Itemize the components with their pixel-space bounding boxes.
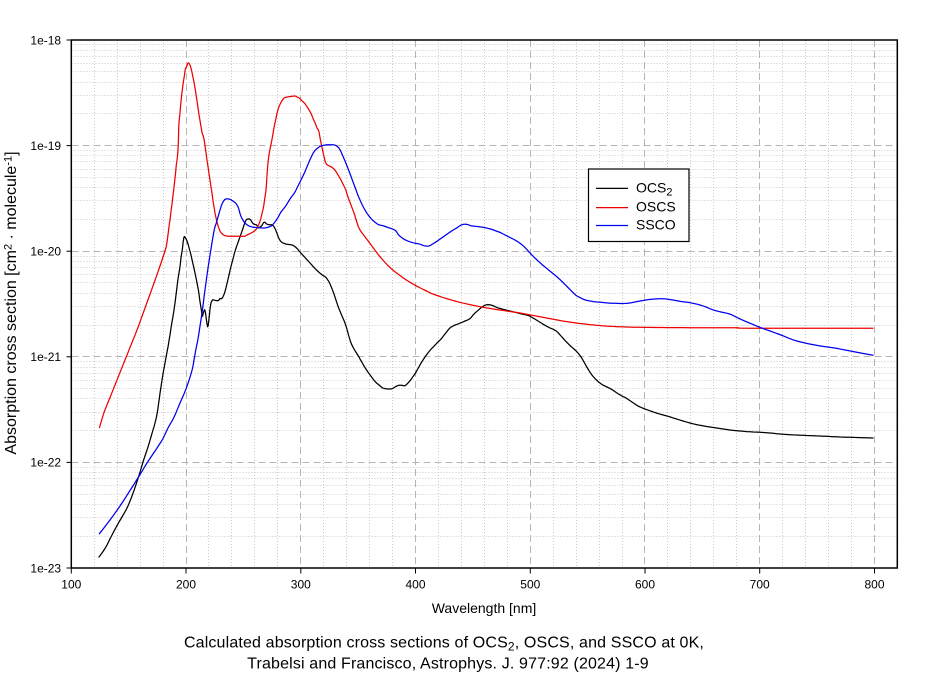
svg-text:SSCO: SSCO — [636, 217, 676, 233]
svg-text:Trabelsi and Francisco, Astrop: Trabelsi and Francisco, Astrophys. J. 97… — [247, 656, 649, 673]
svg-text:100: 100 — [61, 578, 81, 592]
svg-text:800: 800 — [864, 578, 884, 592]
svg-text:Absorption cross section [cm2: Absorption cross section [cm2 · molecule… — [3, 151, 21, 454]
svg-text:500: 500 — [520, 578, 540, 592]
svg-text:Calculated absorption cross se: Calculated absorption cross sections of … — [184, 634, 704, 653]
svg-text:1e-23: 1e-23 — [30, 561, 61, 575]
svg-text:1e-21: 1e-21 — [30, 350, 61, 364]
svg-text:OSCS: OSCS — [636, 199, 676, 215]
svg-text:Wavelength [nm]: Wavelength [nm] — [432, 600, 537, 616]
svg-text:1e-18: 1e-18 — [30, 33, 61, 47]
svg-text:OCS2: OCS2 — [636, 179, 672, 198]
svg-text:600: 600 — [635, 578, 655, 592]
svg-text:200: 200 — [176, 578, 196, 592]
svg-text:400: 400 — [405, 578, 425, 592]
svg-text:700: 700 — [750, 578, 770, 592]
svg-text:1e-20: 1e-20 — [30, 245, 61, 259]
svg-text:1e-22: 1e-22 — [30, 456, 61, 470]
svg-text:1e-19: 1e-19 — [30, 139, 61, 153]
svg-text:300: 300 — [291, 578, 311, 592]
